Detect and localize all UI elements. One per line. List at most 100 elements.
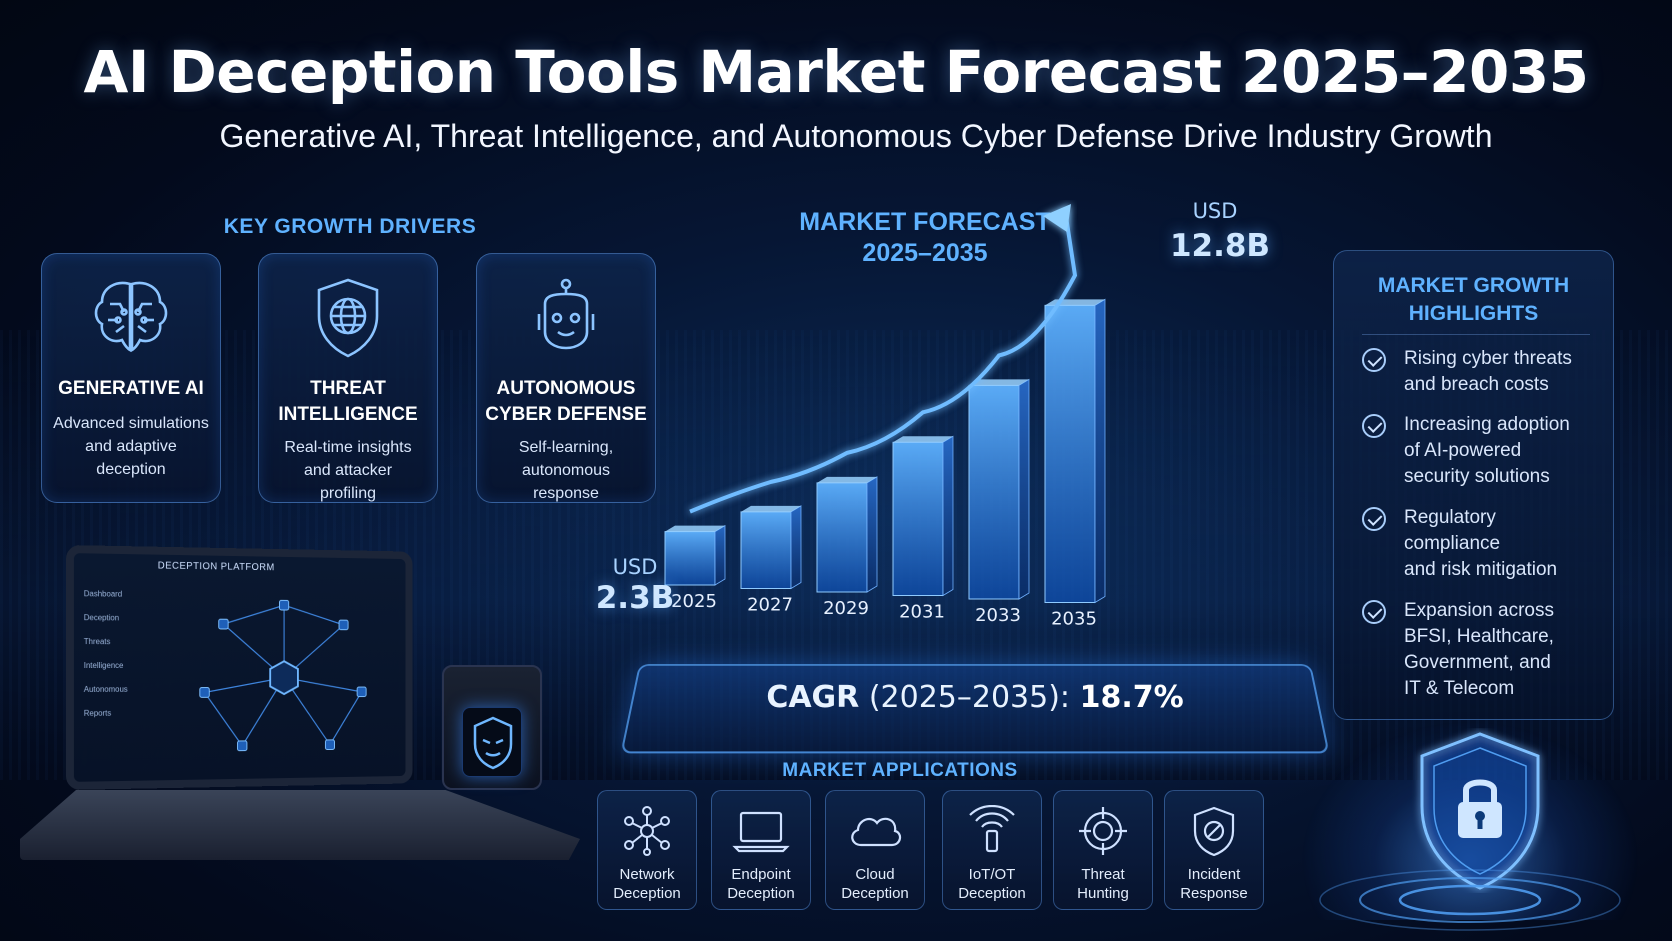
shield-globe-icon [317, 278, 379, 358]
app-label-line: Deception [841, 885, 909, 902]
highlight-text: Increasing adoption of AI-powered securi… [1404, 412, 1604, 490]
app-label-line: Deception [727, 885, 795, 902]
bar-side [1018, 378, 1030, 600]
laptop-screen: DECEPTION PLATFORM Dashboard Deception T… [66, 545, 413, 790]
app-label-line: Deception [613, 885, 681, 902]
app-threat-hunting: Threat Hunting [1053, 790, 1153, 910]
bar-side [1094, 298, 1106, 604]
trend-arrow-head [1043, 204, 1071, 232]
highlights-heading-line2: HIGHLIGHTS [1408, 302, 1539, 325]
app-network-deception: Network Deception [597, 790, 697, 910]
laptop-menu-item[interactable]: Autonomous [83, 684, 128, 694]
driver-desc-line: response [533, 485, 599, 502]
wireless-sensor-icon [969, 805, 1015, 853]
highlight-line: Expansion across [1404, 600, 1554, 621]
page-title: AI Deception Tools Market Forecast 2025–… [83, 38, 1589, 106]
bar-top [969, 379, 1029, 386]
security-appliance [442, 665, 542, 790]
bar-side [790, 505, 802, 590]
bar-side [714, 524, 726, 586]
cagr-readout: CAGR (2025–2035): 18.7% [630, 680, 1320, 715]
driver-title: THREAT [310, 378, 386, 399]
x-tick-label: 2033 [975, 605, 1021, 626]
bar-top [1045, 299, 1105, 306]
x-tick-label: 2025 [671, 591, 717, 612]
applications-heading: MARKET APPLICATIONS [782, 760, 1018, 781]
chart-title: MARKET FORECAST [799, 208, 1051, 236]
app-label-line: Endpoint [731, 866, 791, 883]
bar-front [892, 441, 944, 596]
laptop-menu-item[interactable]: Deception [83, 613, 120, 623]
highlight-line: IT & Telecom [1404, 678, 1515, 699]
laptop-menu-item[interactable]: Reports [83, 708, 112, 718]
highlights-heading-line1: MARKET GROWTH [1377, 274, 1570, 297]
highlight-line: Government, and [1404, 652, 1551, 673]
driver-desc-line: profiling [319, 485, 377, 502]
check-circle-icon [1362, 414, 1386, 438]
highlight-text: Expansion across BFSI, Healthcare, Gover… [1404, 598, 1604, 702]
chart-title-block: MARKET FORECAST 2025–2035 [780, 207, 1070, 269]
driver-desc-line: Real-time insights [284, 439, 412, 456]
cagr-label: CAGR [766, 680, 860, 715]
highlight-item: Rising cyber threats and breach costs [1362, 346, 1602, 406]
driver-card-threat-intelligence: THREAT INTELLIGENCE Real-time insights a… [258, 253, 438, 503]
bar-2033 [968, 378, 1030, 600]
bar-2035 [1044, 298, 1106, 604]
app-label-line: Cloud [855, 866, 895, 883]
bar-top [893, 436, 953, 443]
x-tick-label: 2027 [747, 595, 793, 616]
highlight-line: BFSI, Healthcare, [1404, 626, 1554, 647]
network-nodes-icon [624, 806, 670, 856]
laptop-menu-item[interactable]: Intelligence [83, 661, 124, 670]
driver-title: AUTONOMOUS [496, 378, 636, 399]
x-tick-label: 2035 [1051, 609, 1097, 630]
highlight-line: compliance [1404, 533, 1501, 554]
bar-2029 [816, 476, 878, 593]
driver-desc-line: and adaptive [85, 438, 177, 455]
app-label: Endpoint Deception [712, 865, 810, 903]
app-label: IoT/OT Deception [943, 865, 1041, 903]
shield-mask-icon [473, 716, 513, 770]
check-circle-icon [1362, 348, 1386, 372]
network-graph-icon [166, 584, 397, 771]
bar-side [942, 435, 954, 597]
highlights-panel [1333, 250, 1614, 720]
app-label-line: Network [619, 866, 675, 883]
highlight-text: Regulatory compliance and risk mitigatio… [1404, 505, 1604, 583]
drivers-heading: KEY GROWTH DRIVERS [223, 215, 477, 238]
chart-subtitle: 2025–2035 [862, 239, 988, 267]
cloud-icon [851, 817, 902, 847]
laptop-menu-item[interactable]: Dashboard [83, 589, 123, 599]
app-endpoint-deception: Endpoint Deception [711, 790, 811, 910]
bar-front [968, 384, 1020, 600]
app-label-line: IoT/OT [968, 866, 1016, 883]
robot-head-icon [537, 278, 595, 350]
driver-desc-line: Advanced simulations [53, 415, 209, 432]
app-incident-response: Incident Response [1164, 790, 1264, 910]
app-cloud-deception: Cloud Deception [825, 790, 925, 910]
laptop-menu-item[interactable]: Threats [83, 637, 111, 647]
bar-top [741, 505, 801, 512]
market-forecast-chart: 2025 2027 2029 2031 2033 2035 [664, 204, 1106, 630]
driver-title-line2: INTELLIGENCE [278, 404, 418, 425]
driver-desc-line: deception [96, 461, 166, 478]
cagr-period: (2025–2035): [868, 680, 1071, 715]
driver-card-generative-ai: GENERATIVE AI Advanced simulations and a… [41, 253, 221, 503]
bar-front [664, 531, 716, 586]
laptop-icon [732, 811, 790, 853]
bar-top [817, 476, 877, 483]
check-circle-icon [1362, 507, 1386, 531]
highlights-divider [1362, 334, 1590, 335]
bar-front [1044, 304, 1096, 603]
highlight-line: Regulatory [1404, 507, 1496, 528]
driver-title-line2: CYBER DEFENSE [485, 404, 647, 425]
app-label-line: Threat [1081, 866, 1125, 883]
trend-line [689, 209, 1078, 514]
bar-front [816, 482, 868, 593]
driver-desc-line: autonomous [521, 462, 611, 479]
bar-2031 [892, 435, 954, 597]
page-subtitle: Generative AI, Threat Intelligence, and … [219, 118, 1493, 154]
start-value: 2.3B [595, 580, 675, 616]
highlight-item: Increasing adoption of AI-powered securi… [1362, 412, 1602, 492]
shield-ban-icon [1193, 806, 1235, 857]
